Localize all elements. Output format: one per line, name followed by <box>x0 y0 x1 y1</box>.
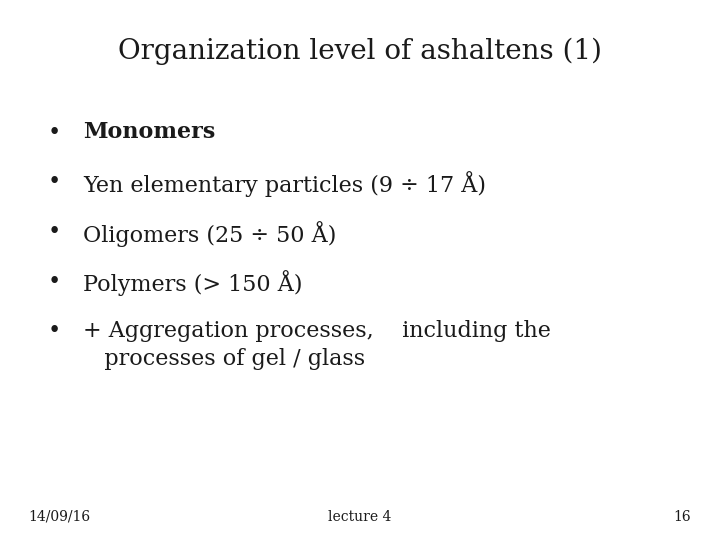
Text: lecture 4: lecture 4 <box>328 510 392 524</box>
Text: 16: 16 <box>674 510 691 524</box>
Text: Polymers (> 150 Å): Polymers (> 150 Å) <box>83 271 302 296</box>
Text: Organization level of ashaltens (1): Organization level of ashaltens (1) <box>118 38 602 65</box>
Text: •: • <box>48 271 60 293</box>
Text: Yen elementary particles (9 ÷ 17 Å): Yen elementary particles (9 ÷ 17 Å) <box>83 171 486 197</box>
Text: + Aggregation processes,    including the
   processes of gel / glass: + Aggregation processes, including the p… <box>83 320 551 370</box>
Text: 14/09/16: 14/09/16 <box>29 510 91 524</box>
Text: •: • <box>48 171 60 193</box>
Text: Oligomers (25 ÷ 50 Å): Oligomers (25 ÷ 50 Å) <box>83 221 336 247</box>
Text: •: • <box>48 320 60 342</box>
Text: •: • <box>48 221 60 243</box>
Text: Monomers: Monomers <box>83 122 215 144</box>
Text: •: • <box>48 122 60 144</box>
